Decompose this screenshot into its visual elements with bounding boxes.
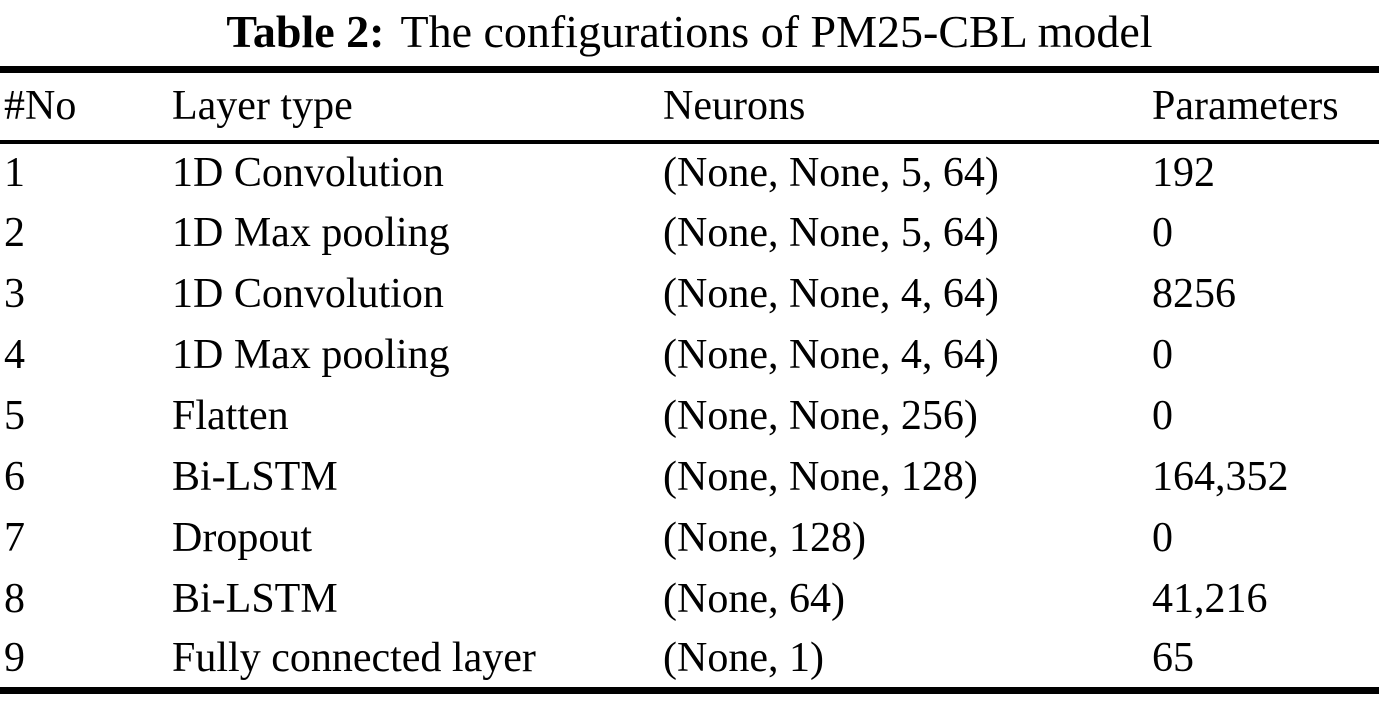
cell-parameters: 164,352 (1152, 454, 1289, 500)
cell-layer-type: Bi-LSTM (172, 454, 338, 500)
cell-parameters: 0 (1152, 515, 1173, 561)
header-cell-parameters: Parameters (1152, 83, 1339, 130)
table-row: 3 1D Convolution (None, None, 4, 64) 825… (0, 264, 1379, 325)
cell-layer-type: 1D Convolution (172, 271, 444, 317)
table-header: #No Layer type Neurons Parameters (0, 70, 1379, 142)
cell-no: 8 (4, 576, 25, 622)
cell-no: 6 (4, 454, 25, 500)
table-row: 2 1D Max pooling (None, None, 5, 64) 0 (0, 203, 1379, 264)
cell-neurons: (None, None, 128) (663, 454, 978, 500)
cell-layer-type: 1D Max pooling (172, 332, 450, 378)
cell-layer-type: 1D Convolution (172, 150, 444, 196)
header-cell-no: #No (4, 83, 77, 130)
cell-parameters: 0 (1152, 332, 1173, 378)
cell-no: 2 (4, 210, 25, 256)
header-cell-layer-type: Layer type (172, 83, 353, 130)
cell-neurons: (None, 128) (663, 515, 866, 561)
configurations-table: #No Layer type Neurons Parameters 1 1D C… (0, 66, 1379, 694)
table-row: 9 Fully connected layer (None, 1) 65 (0, 630, 1379, 691)
cell-layer-type: Dropout (172, 515, 312, 561)
cell-no: 9 (4, 635, 25, 682)
cell-no: 3 (4, 271, 25, 317)
cell-parameters: 192 (1152, 150, 1215, 196)
cell-parameters: 65 (1152, 635, 1194, 682)
cell-neurons: (None, 1) (663, 635, 824, 682)
cell-layer-type: Fully connected layer (172, 635, 536, 682)
cell-neurons: (None, None, 4, 64) (663, 332, 999, 378)
cell-no: 7 (4, 515, 25, 561)
caption-text: The configurations of PM25-CBL model (400, 6, 1153, 57)
table-row: 6 Bi-LSTM (None, None, 128) 164,352 (0, 447, 1379, 508)
cell-neurons: (None, 64) (663, 576, 845, 622)
header-cell-neurons: Neurons (663, 83, 806, 130)
cell-neurons: (None, None, 256) (663, 393, 978, 439)
table-row: 5 Flatten (None, None, 256) 0 (0, 386, 1379, 447)
table-body: 1 1D Convolution (None, None, 5, 64) 192… (0, 142, 1379, 691)
cell-layer-type: Flatten (172, 393, 289, 439)
cell-parameters: 0 (1152, 393, 1173, 439)
cell-parameters: 8256 (1152, 271, 1236, 317)
cell-no: 5 (4, 393, 25, 439)
header-row: #No Layer type Neurons Parameters (0, 70, 1379, 142)
cell-layer-type: 1D Max pooling (172, 210, 450, 256)
cell-parameters: 0 (1152, 210, 1173, 256)
cell-no: 1 (4, 150, 25, 196)
cell-neurons: (None, None, 5, 64) (663, 150, 999, 196)
table-row: 8 Bi-LSTM (None, 64) 41,216 (0, 569, 1379, 630)
cell-neurons: (None, None, 4, 64) (663, 271, 999, 317)
cell-layer-type: Bi-LSTM (172, 576, 338, 622)
table-caption: Table 2: The configurations of PM25-CBL m… (0, 0, 1379, 66)
cell-no: 4 (4, 332, 25, 378)
table-row: 7 Dropout (None, 128) 0 (0, 508, 1379, 569)
caption-label: Table 2: (226, 6, 385, 57)
table-row: 1 1D Convolution (None, None, 5, 64) 192 (0, 142, 1379, 203)
table-row: 4 1D Max pooling (None, None, 4, 64) 0 (0, 325, 1379, 386)
cell-neurons: (None, None, 5, 64) (663, 210, 999, 256)
cell-parameters: 41,216 (1152, 576, 1268, 622)
